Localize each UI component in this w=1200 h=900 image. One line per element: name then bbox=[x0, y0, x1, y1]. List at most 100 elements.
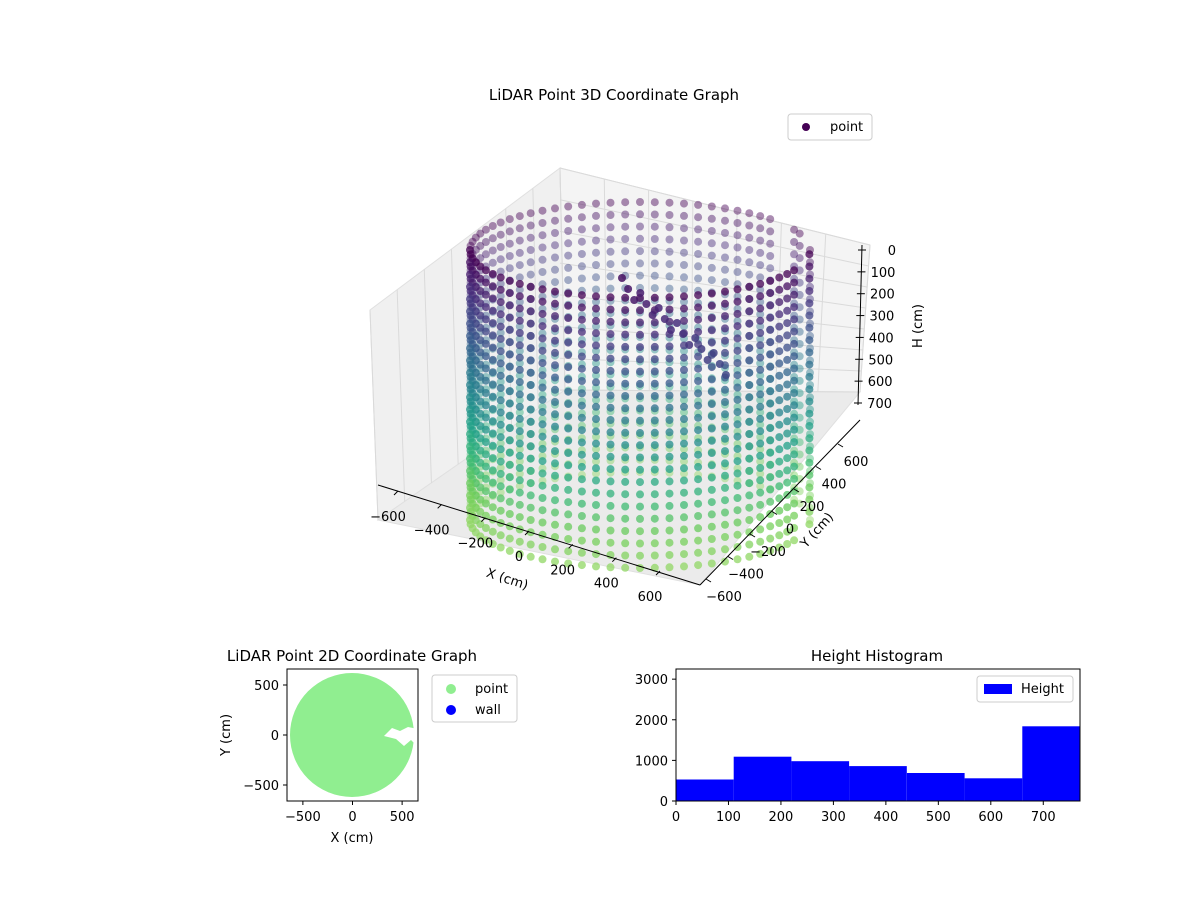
chart-3d-legend-label: point bbox=[830, 120, 863, 135]
chart-3d-point bbox=[482, 250, 490, 258]
chart-3d-point bbox=[666, 379, 674, 387]
chart-3d-point bbox=[636, 478, 644, 486]
histogram-bar bbox=[849, 766, 907, 801]
chart-3d-legend: point bbox=[788, 114, 872, 140]
chart-3d-point bbox=[527, 418, 535, 426]
chart-3d-point bbox=[666, 502, 674, 510]
chart-3d-point bbox=[564, 510, 572, 518]
chart-3d-point bbox=[607, 248, 615, 256]
chart-3d-point bbox=[506, 264, 514, 272]
chart-3d-point bbox=[721, 278, 729, 286]
chart-3d-point bbox=[708, 400, 716, 408]
chart-3d-point bbox=[607, 490, 615, 498]
chart-3d-point bbox=[527, 271, 535, 279]
chart-3d-point bbox=[756, 378, 764, 386]
chart-3d-point bbox=[691, 334, 699, 342]
chart-3d-point bbox=[592, 342, 600, 350]
chart-3d-point bbox=[651, 318, 659, 326]
chart-3d-point bbox=[775, 409, 783, 417]
chart-3d-point bbox=[651, 466, 659, 474]
chart-3d-point bbox=[708, 239, 716, 247]
chart-3d-point bbox=[607, 453, 615, 461]
chart-3d-point bbox=[756, 501, 764, 509]
chart-3d-point bbox=[790, 463, 798, 471]
chart-3d-point bbox=[516, 415, 524, 423]
chart-3d-point bbox=[745, 381, 753, 389]
chart-3d-y-tick-label: −600 bbox=[706, 590, 742, 605]
chart-3d-point bbox=[539, 219, 547, 227]
chart-3d-point bbox=[506, 227, 514, 235]
chart-3d-point bbox=[527, 541, 535, 549]
chart-3d-point bbox=[551, 229, 559, 237]
chart-3d-point bbox=[578, 451, 586, 459]
chart-3d-point bbox=[790, 450, 798, 458]
chart-3d-point bbox=[790, 475, 798, 483]
chart-3d-point bbox=[539, 298, 547, 306]
chart-3d-point bbox=[497, 421, 505, 429]
chart-3d-point bbox=[745, 332, 753, 340]
chart-3d-point bbox=[621, 368, 629, 376]
chart-3d-point bbox=[621, 198, 629, 206]
chart-2d: LiDAR Point 2D Coordinate Graph −500 0 500… bbox=[219, 647, 517, 846]
chart-3d-point bbox=[790, 512, 798, 520]
chart-3d-point bbox=[564, 302, 572, 310]
chart-3d-point bbox=[516, 224, 524, 232]
chart-3d-point bbox=[756, 476, 764, 484]
chart-3d-point bbox=[708, 547, 716, 555]
chart-3d-point bbox=[516, 440, 524, 448]
chart-3d-point bbox=[564, 486, 572, 494]
chart-3d-point bbox=[694, 303, 702, 311]
chart-3d-point bbox=[489, 259, 497, 267]
chart-3d-point bbox=[708, 474, 716, 482]
chart-3d-z-tick-label: 100 bbox=[871, 266, 896, 281]
chart-3d-point bbox=[666, 355, 674, 363]
chart-3d-point bbox=[466, 332, 474, 340]
histogram-bar bbox=[676, 780, 734, 802]
chart-3d-point bbox=[592, 391, 600, 399]
chart-3d-point bbox=[651, 515, 659, 523]
chart-3d-point bbox=[721, 386, 729, 394]
chart-3d-point bbox=[766, 535, 774, 543]
chart-3d-point bbox=[621, 223, 629, 231]
chart-3d-point bbox=[516, 354, 524, 362]
chart-3d-point bbox=[506, 486, 514, 494]
chart-3d-point bbox=[680, 200, 688, 208]
chart-3d-point bbox=[766, 363, 774, 371]
chart-3d-point bbox=[783, 381, 791, 389]
chart-3d-point bbox=[766, 351, 774, 359]
chart-3d-x-tick-label: −200 bbox=[457, 537, 493, 552]
chart-3d-point bbox=[592, 501, 600, 509]
chart-3d-point bbox=[636, 380, 644, 388]
chart-3d-point bbox=[592, 329, 600, 337]
chart-3d-point bbox=[766, 375, 774, 383]
chart-3d-point bbox=[708, 314, 716, 322]
chart-3d-point bbox=[805, 250, 813, 258]
chart-3d-point bbox=[766, 449, 774, 457]
chart-3d-point bbox=[766, 522, 774, 530]
chart-3d-point bbox=[790, 291, 798, 299]
histogram-x-tick-label: 500 bbox=[926, 810, 951, 825]
chart-3d-point bbox=[636, 454, 644, 462]
chart-3d-point bbox=[592, 464, 600, 472]
chart-3d-point bbox=[775, 323, 783, 331]
chart-3d-point bbox=[551, 423, 559, 431]
chart-3d-point bbox=[766, 461, 774, 469]
chart-3d-point bbox=[489, 222, 497, 230]
chart-3d-point bbox=[527, 467, 535, 475]
chart-3d-point bbox=[527, 258, 535, 266]
chart-3d-point bbox=[666, 248, 674, 256]
chart-3d-point bbox=[745, 479, 753, 487]
chart-3d-point bbox=[651, 539, 659, 547]
chart-3d-point bbox=[592, 366, 600, 374]
chart-3d-point bbox=[497, 231, 505, 239]
histogram-chart: Height Histogram 0 100 200 300 400 500 600 7000… bbox=[635, 647, 1080, 825]
chart-3d-point bbox=[666, 306, 674, 314]
histogram-legend: Height bbox=[977, 676, 1073, 702]
histogram-x-tick-label: 400 bbox=[873, 810, 898, 825]
chart-3d-point bbox=[694, 275, 702, 283]
chart-3d-point bbox=[775, 494, 783, 502]
chart-3d-point bbox=[805, 348, 813, 356]
chart-3d-point bbox=[621, 490, 629, 498]
chart-3d-point bbox=[666, 199, 674, 207]
chart-3d-y-tick-label: 600 bbox=[844, 455, 869, 470]
